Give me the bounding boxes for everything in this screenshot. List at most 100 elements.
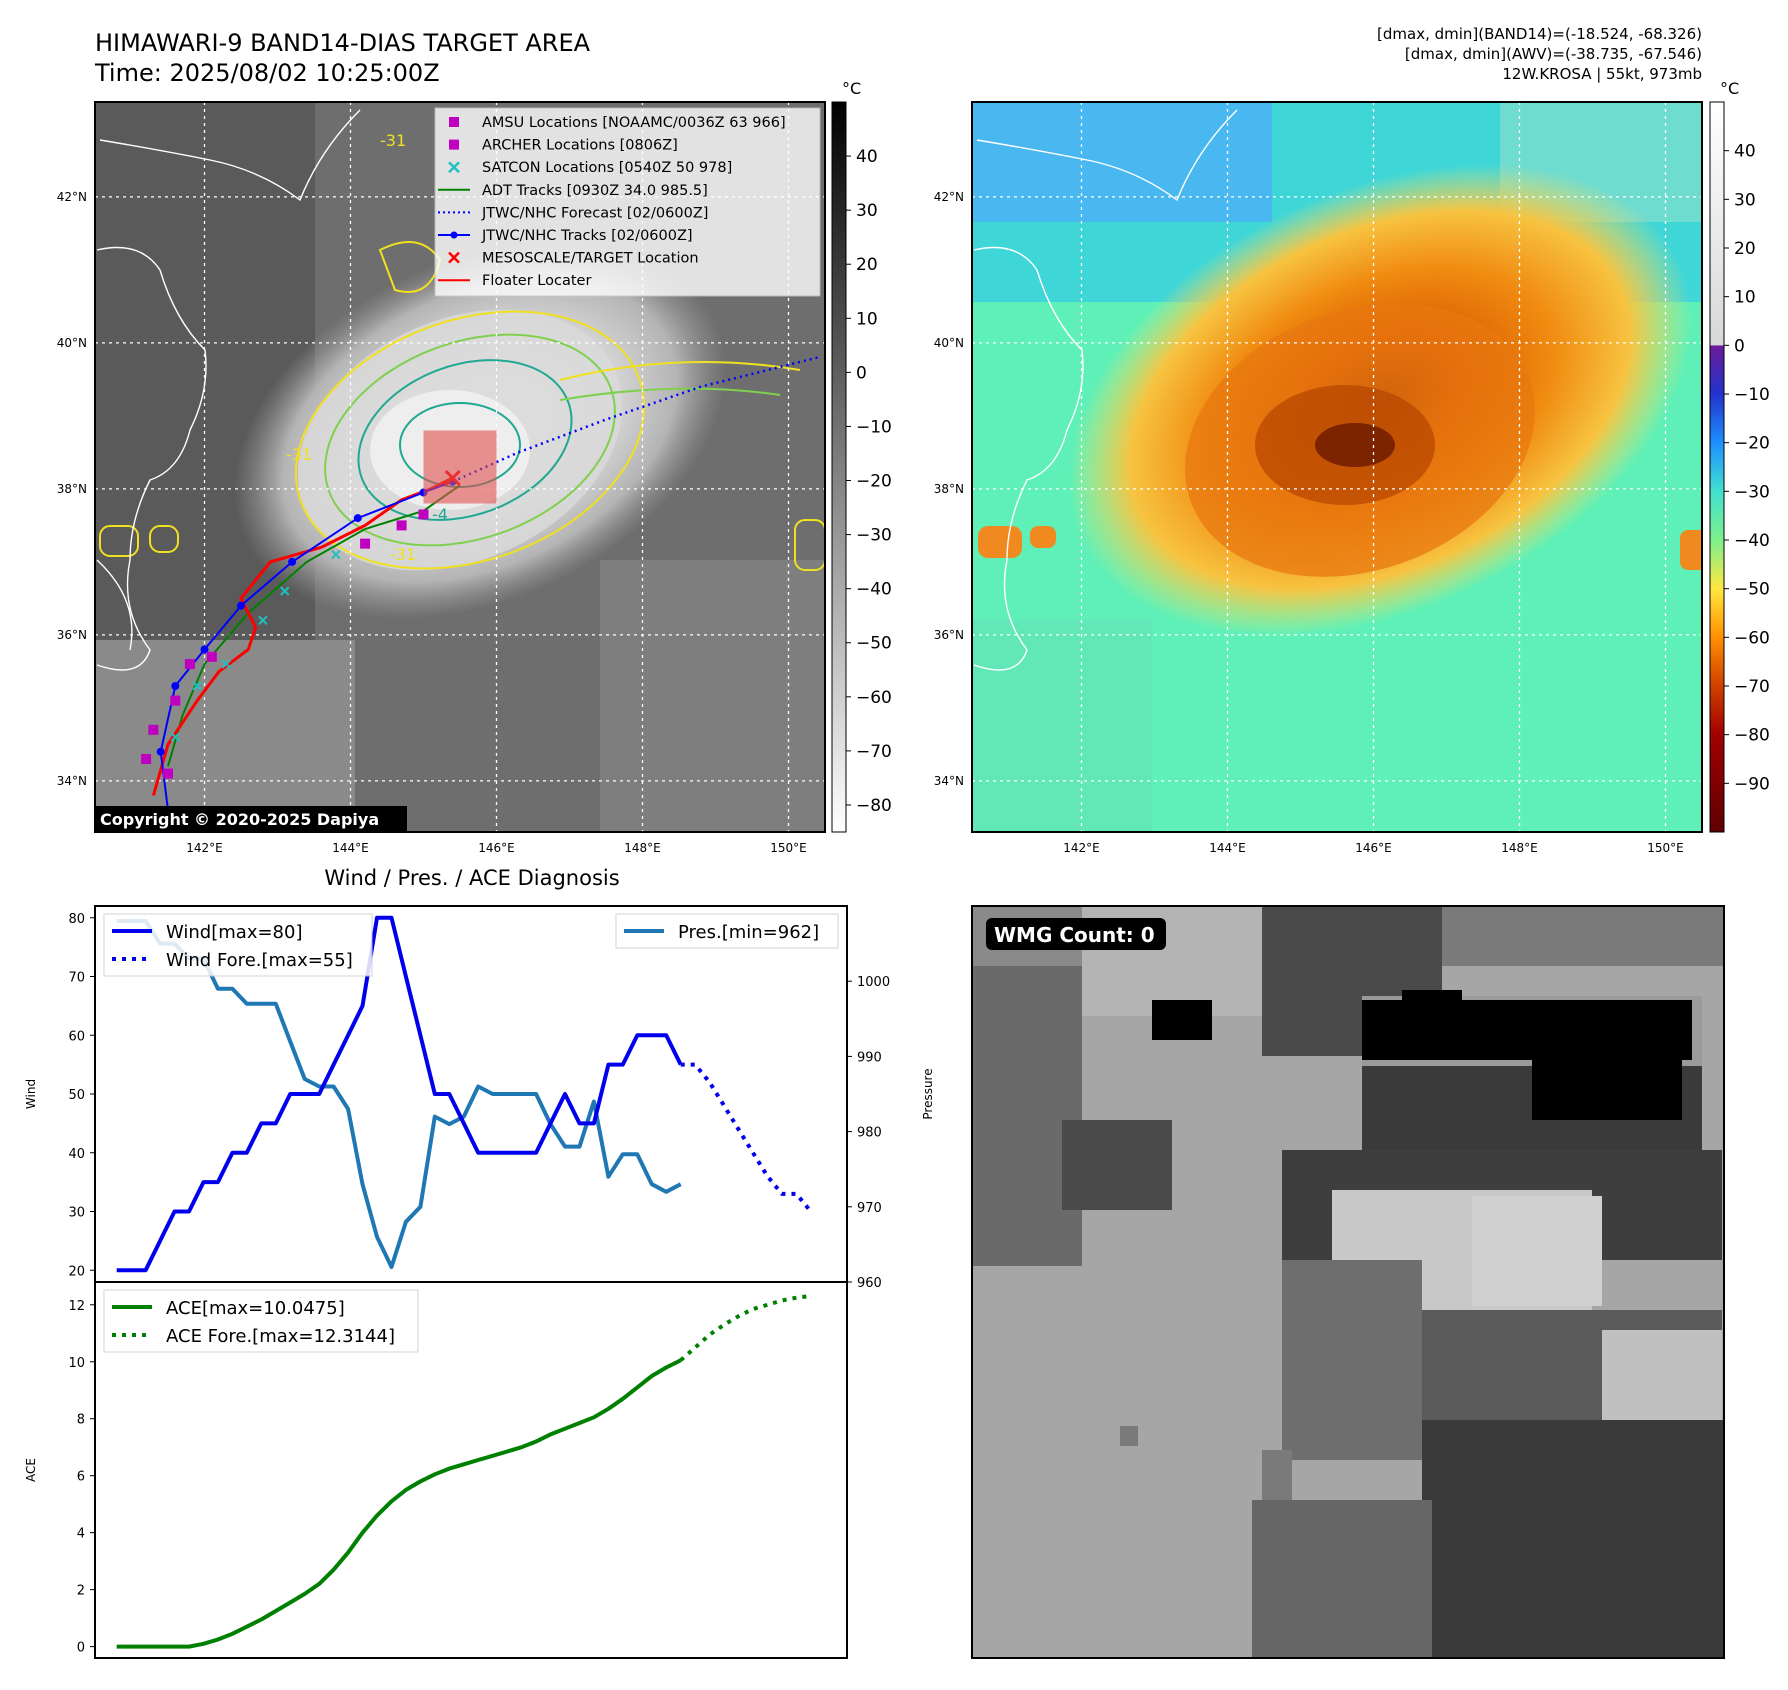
satcon-point [192,681,202,691]
ace-forecast-line [679,1294,812,1362]
wind-tick-label: 30 [68,1206,85,1221]
amsu-point [396,520,407,531]
pressure-legend: Pres.[min=962] [615,913,839,949]
color-map-panel: 142°E 144°E 146°E 148°E 150°E 42°N 40°N 38°N 36°… [934,101,1703,855]
wmg-panel: WMG Count: 0 [971,905,1725,1659]
legend-label: AMSU Locations [NOAAMC/0036Z 63 966] [482,115,786,131]
amsu-point [163,768,173,779]
diagnosis-title: Wind / Pres. / ACE Diagnosis [324,866,619,890]
lat-tick-label: 42°N [934,190,964,204]
colorbar-tick-label: 0 [1734,336,1745,356]
jtwc-track-point [200,645,209,654]
colorbar-tick-label: −20 [856,472,892,492]
lon-tick-label: 142°E [186,841,223,855]
satcon-point [221,659,232,669]
ace-tick-label: 2 [77,1584,85,1599]
satcon-point [258,615,268,626]
colorbar-tick-label: 0 [856,363,867,383]
info-line-3: 12W.KROSA | 55kt, 973mb [1502,65,1702,83]
jtwc-track-point [171,682,180,690]
legend-label: JTWC/NHC Forecast [02/0600Z] [481,205,708,221]
colorbar-tick-label: 20 [1734,239,1756,259]
colorbar-tick-label: −40 [856,580,892,600]
colorbar-tick-label: −70 [856,742,892,762]
colorbar-tick-label: 10 [856,309,878,329]
lon-tick-label: 148°E [1501,841,1538,855]
colorbar-tick-label: −40 [1734,531,1770,551]
legend-label: ARCHER Locations [0806Z] [482,138,678,154]
satcon-point [331,549,341,560]
jtwc-track-point [156,747,165,756]
colorbar-tick-label: 10 [1734,288,1756,308]
ace-tick-label: 0 [77,1641,85,1656]
legend-label: MESOSCALE/TARGET Location [482,251,699,267]
colorbar-ir: °C 40 30 20 10 0 −10 −20 −30 −40 −50 −60 −70 −80 [831,79,892,833]
pressure-tick-label: 980 [857,1126,882,1141]
wind-axis-label: Wind [24,1079,38,1109]
colorbar-tick-label: −80 [1734,726,1770,746]
legend-symbol [448,251,460,264]
colorbar-tick-label: −50 [856,634,892,654]
amsu-point [360,538,371,549]
wmg-count: WMG Count: 0 [994,923,1155,947]
lon-tick-label: 146°E [1355,841,1392,855]
colorbar-wv: °C 40 30 20 10 0 −10 −20 −30 −40 −50 −60 −70 −80 −90 [1709,79,1770,833]
lat-tick-label: 34°N [934,774,964,788]
legend-label: JTWC/NHC Tracks [02/0600Z] [481,228,693,244]
colorbar-tick-label: 30 [1734,190,1756,210]
lat-tick-label: 36°N [934,628,964,642]
legend-symbol [449,117,459,127]
pressure-tick-label: 1000 [857,975,890,990]
copyright: Copyright © 2020-2025 Dapiya [100,810,379,829]
legend-symbol [449,139,459,150]
wind-tick-label: 40 [68,1147,85,1162]
wind-legend: Wind[max=80] Wind Fore.[max=55] [103,913,373,977]
map-axis-ticks-left: 142°E 144°E 146°E 148°E 150°E 42°N 40°N 38°N 36°… [57,190,807,855]
satcon-point [280,586,290,596]
ace-tick-label: 8 [77,1413,85,1428]
legend-symbol [450,231,458,239]
colorbar-tick-label: −90 [1734,774,1770,794]
colorbar-tick-label: −50 [1734,580,1770,600]
floater-track [151,476,454,796]
figure-title: HIMAWARI-9 BAND14-DIAS TARGET AREA [95,29,591,57]
colorbar-tick-label: 20 [856,255,878,275]
lon-tick-label: 146°E [478,841,515,855]
wind-tick-label: 50 [68,1088,85,1103]
ace-tick-label: 10 [68,1356,85,1371]
amsu-point [184,659,195,670]
lon-tick-label: 148°E [624,841,661,855]
amsu-point [418,509,429,520]
contour-label: -31 [390,545,416,564]
legend-label: Floater Locater [482,273,591,289]
colorbar-ir-unit: °C [842,79,861,98]
pressure-tick-label: 970 [857,1201,882,1216]
ace-axis-label: ACE [24,1458,38,1482]
colorbar-tick-label: −20 [1734,434,1770,454]
ace-line [116,1358,682,1649]
contour-labels: -31 -31 -31 -4 [286,131,448,564]
legend-wind-forecast: Wind Fore.[max=55] [166,950,353,971]
wind-tick-label: 20 [68,1264,85,1279]
lon-tick-label: 144°E [332,841,369,855]
lat-tick-label: 34°N [57,774,87,788]
colorbar-tick-label: −10 [856,417,892,437]
satcon-point [170,732,181,742]
target-box [423,430,497,504]
lat-tick-label: 38°N [57,482,87,496]
legend-ace-forecast: ACE Fore.[max=12.3144] [166,1326,395,1347]
pressure-tick-label: 960 [857,1276,882,1291]
colorbar-tick-label: 40 [1734,142,1756,162]
colorbar-tick-label: −30 [1734,482,1770,502]
amsu-point [148,724,159,735]
map-legend: AMSU Locations [NOAAMC/0036Z 63 966] ARCH… [434,107,821,297]
wind-tick-label: 80 [68,912,85,927]
lat-tick-label: 42°N [57,190,87,204]
coastline [96,109,361,671]
lat-tick-label: 36°N [57,628,87,642]
amsu-point [141,754,152,764]
colorbar-wv-unit: °C [1720,79,1739,98]
adt-track [167,484,461,767]
colorbar-tick-label: −30 [856,526,892,546]
